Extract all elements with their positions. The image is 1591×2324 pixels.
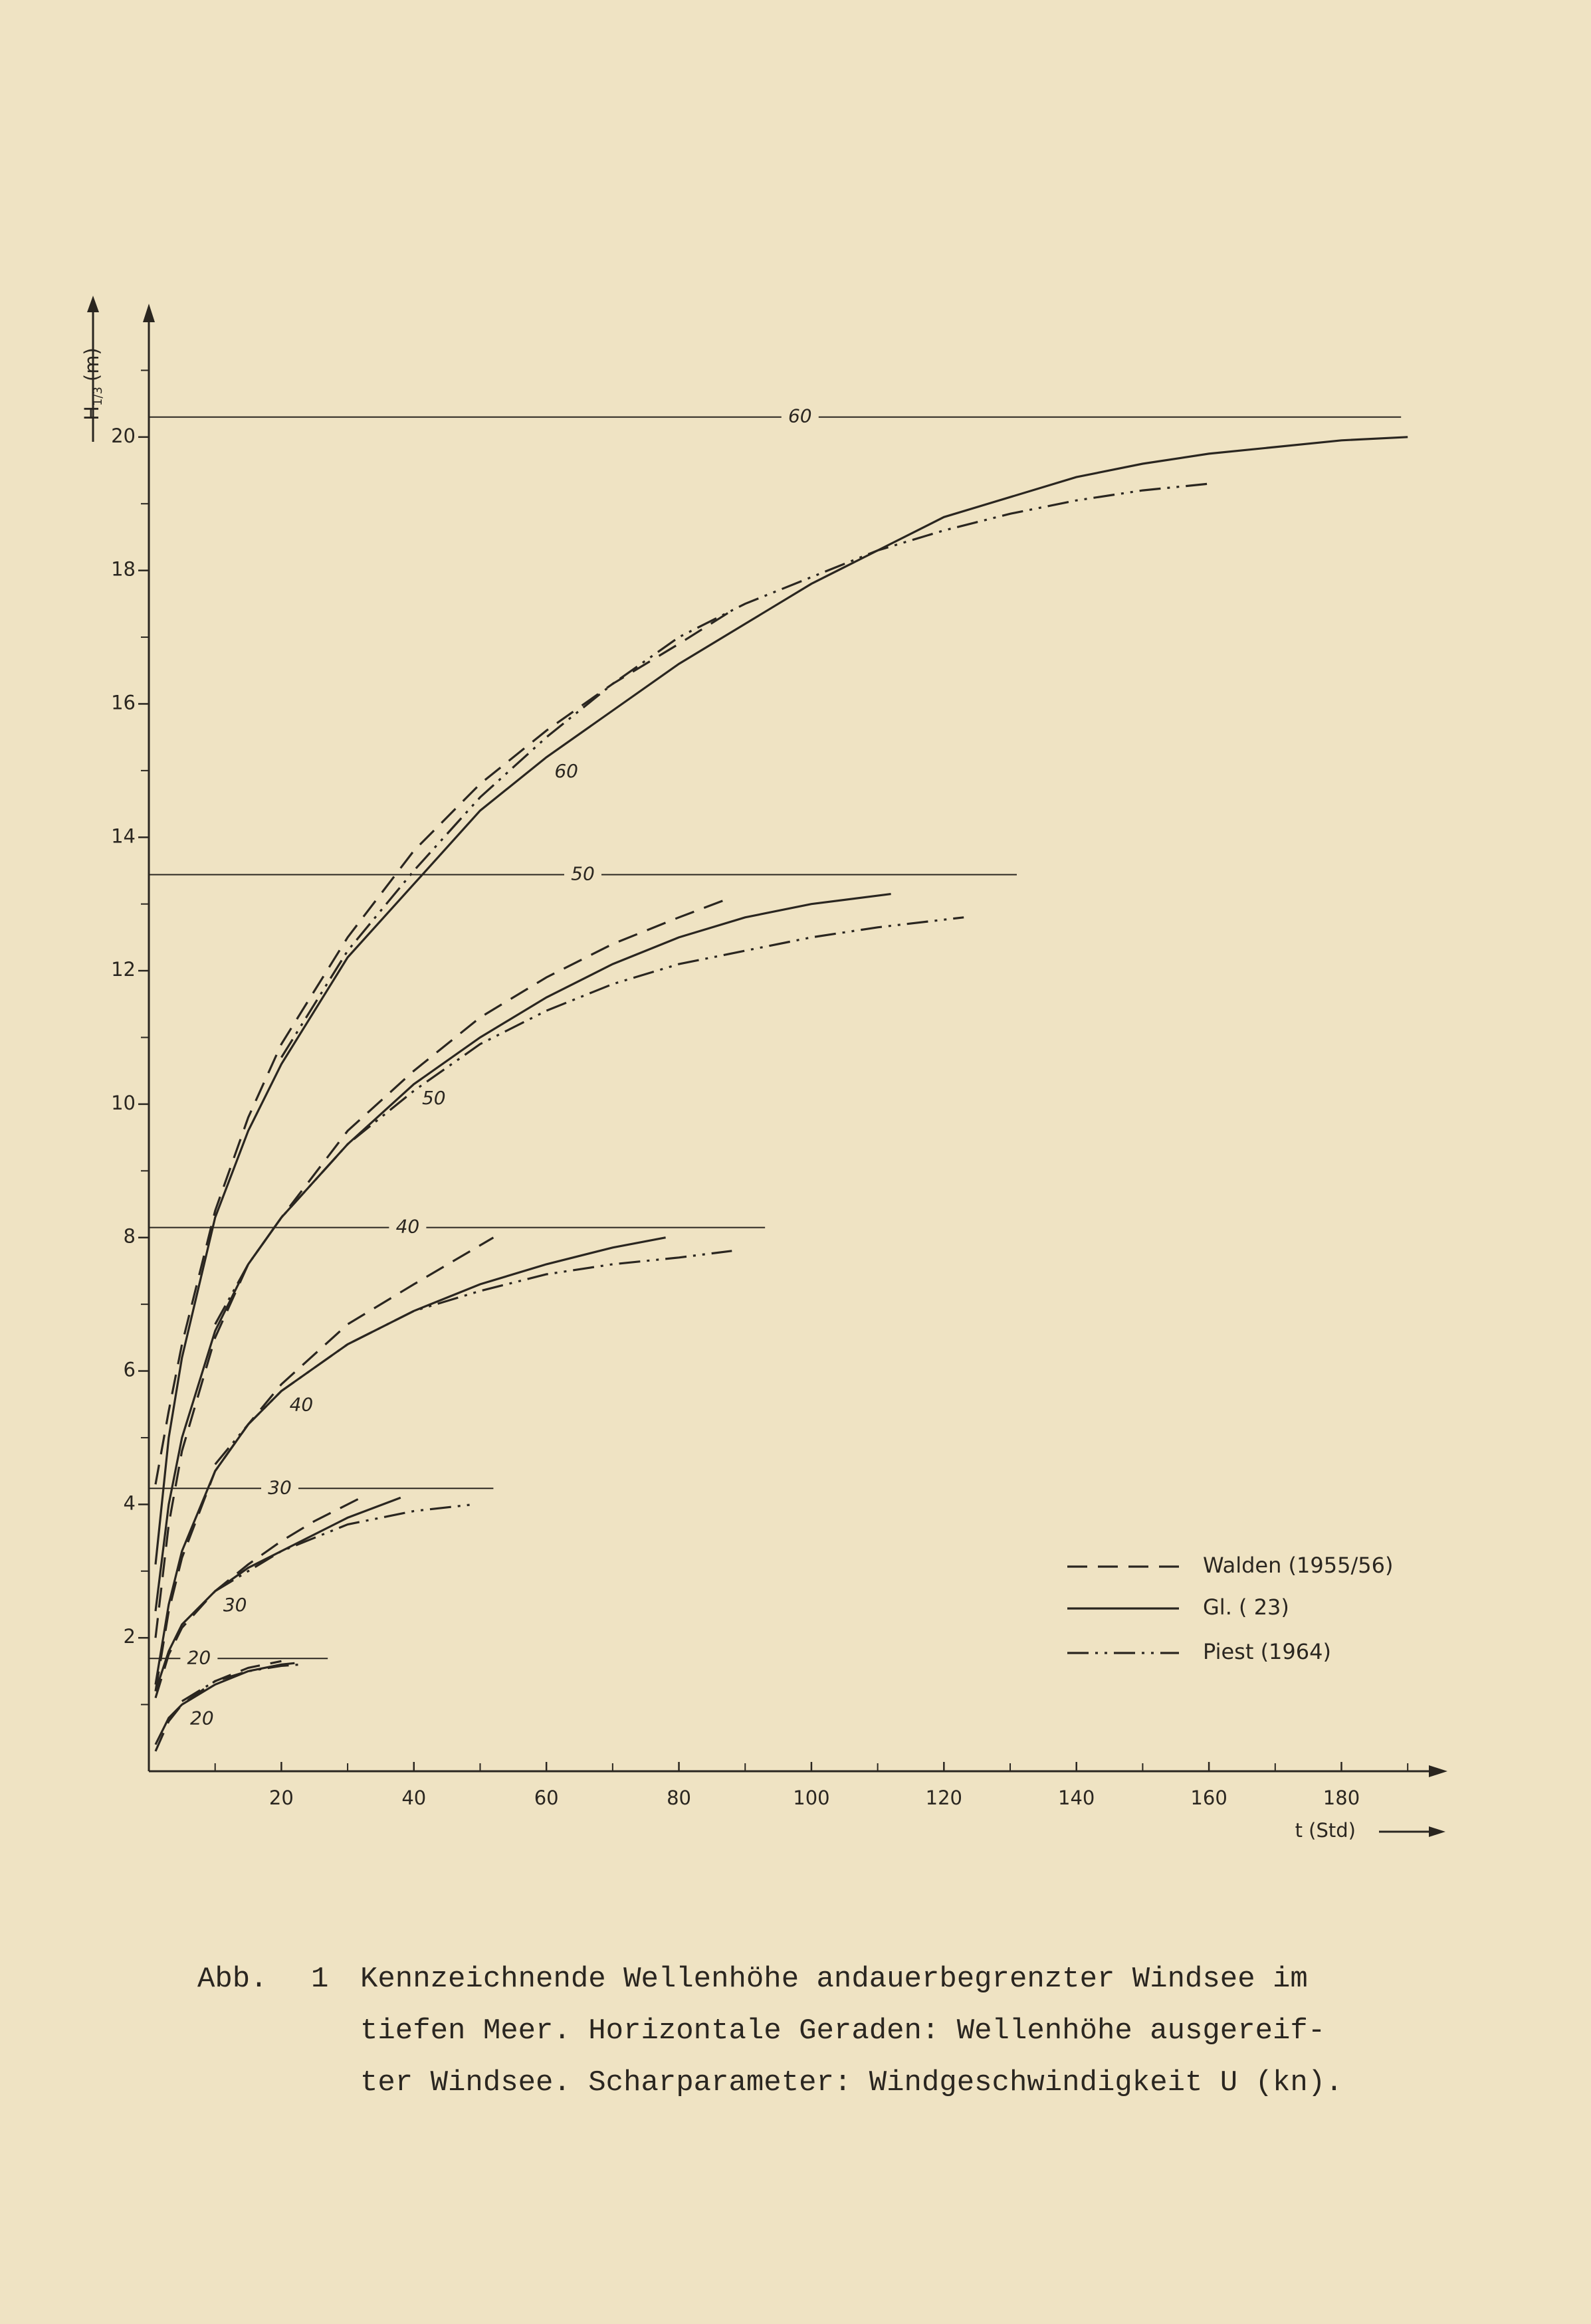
- curve: [214, 1250, 732, 1466]
- curve: [214, 1503, 474, 1593]
- caption-label: Abb.: [197, 1963, 268, 1996]
- x-tick-label: 180: [1323, 1787, 1360, 1809]
- x-axis-arrowhead: [1429, 1765, 1447, 1777]
- y-tick-label: 12: [111, 958, 136, 981]
- y-label-subscript: 1/3: [91, 387, 105, 406]
- x-label-arrowhead: [1429, 1826, 1445, 1837]
- curve: [154, 893, 891, 1612]
- curve-label: 40: [290, 1394, 314, 1416]
- x-tick-label: 40: [401, 1787, 426, 1809]
- x-tick-label: 140: [1058, 1787, 1095, 1809]
- curve: [181, 1663, 302, 1702]
- y-tick-label: 8: [124, 1225, 136, 1248]
- fully-developed-label: 40: [396, 1216, 420, 1238]
- caption-line: tiefen Meer. Horizontale Geraden: Wellen…: [360, 2014, 1325, 2048]
- label-bg: [261, 1478, 298, 1500]
- curve-label: 60: [554, 760, 578, 782]
- curve: [154, 1496, 401, 1692]
- caption-line: ter Windsee. Scharparameter: Windgeschwi…: [360, 2066, 1343, 2099]
- y-tick-label: 6: [124, 1359, 136, 1381]
- y-label-arrowhead: [87, 296, 99, 312]
- fully-developed-label: 60: [788, 405, 812, 427]
- x-tick-label: 60: [534, 1787, 559, 1809]
- curve-label: 50: [422, 1087, 446, 1109]
- x-tick-label: 160: [1190, 1787, 1227, 1809]
- y-axis-label: H1/3 (m): [80, 347, 105, 421]
- y-tick-label: 16: [111, 691, 136, 714]
- legend-label: Gl. ( 23): [1203, 1595, 1289, 1620]
- y-tick-label: 14: [111, 824, 136, 847]
- label-bg: [389, 1216, 427, 1238]
- x-tick-label: 120: [926, 1787, 962, 1809]
- legend-label: Piest (1964): [1203, 1639, 1331, 1664]
- curve-label: 30: [223, 1594, 247, 1616]
- y-tick-label: 20: [111, 425, 136, 447]
- curve: [154, 436, 1408, 1565]
- x-tick-label: 80: [667, 1787, 691, 1809]
- fully-developed-label: 50: [571, 863, 595, 885]
- y-label-unit: (m): [80, 347, 103, 381]
- label-bg: [180, 1648, 218, 1670]
- fully-developed-label: 30: [268, 1476, 292, 1498]
- curve: [154, 1496, 362, 1699]
- curve: [280, 482, 1210, 1058]
- x-axis-label: t (Std): [1295, 1819, 1356, 1842]
- fully-developed-label: 20: [187, 1646, 211, 1668]
- x-tick-label: 20: [269, 1787, 294, 1809]
- curve: [154, 1660, 282, 1752]
- y-tick-label: 10: [111, 1092, 136, 1114]
- y-tick-label: 2: [124, 1625, 136, 1648]
- label-bg: [564, 864, 601, 886]
- y-tick-label: 4: [124, 1492, 136, 1514]
- curve: [154, 896, 732, 1638]
- y-tick-label: 18: [111, 558, 136, 581]
- curve: [154, 1236, 666, 1685]
- y-axis-arrowhead: [143, 304, 155, 322]
- curve: [154, 1662, 295, 1745]
- curve-label: 20: [190, 1707, 214, 1729]
- legend-label: Walden (1955/56): [1203, 1553, 1393, 1578]
- label-bg: [781, 406, 819, 428]
- x-tick-label: 100: [793, 1787, 829, 1809]
- caption-number: 1: [311, 1963, 328, 1996]
- caption-line: Kennzeichnende Wellenhöhe andauerbegrenz…: [360, 1963, 1308, 1996]
- y-label-symbol: H: [80, 406, 103, 421]
